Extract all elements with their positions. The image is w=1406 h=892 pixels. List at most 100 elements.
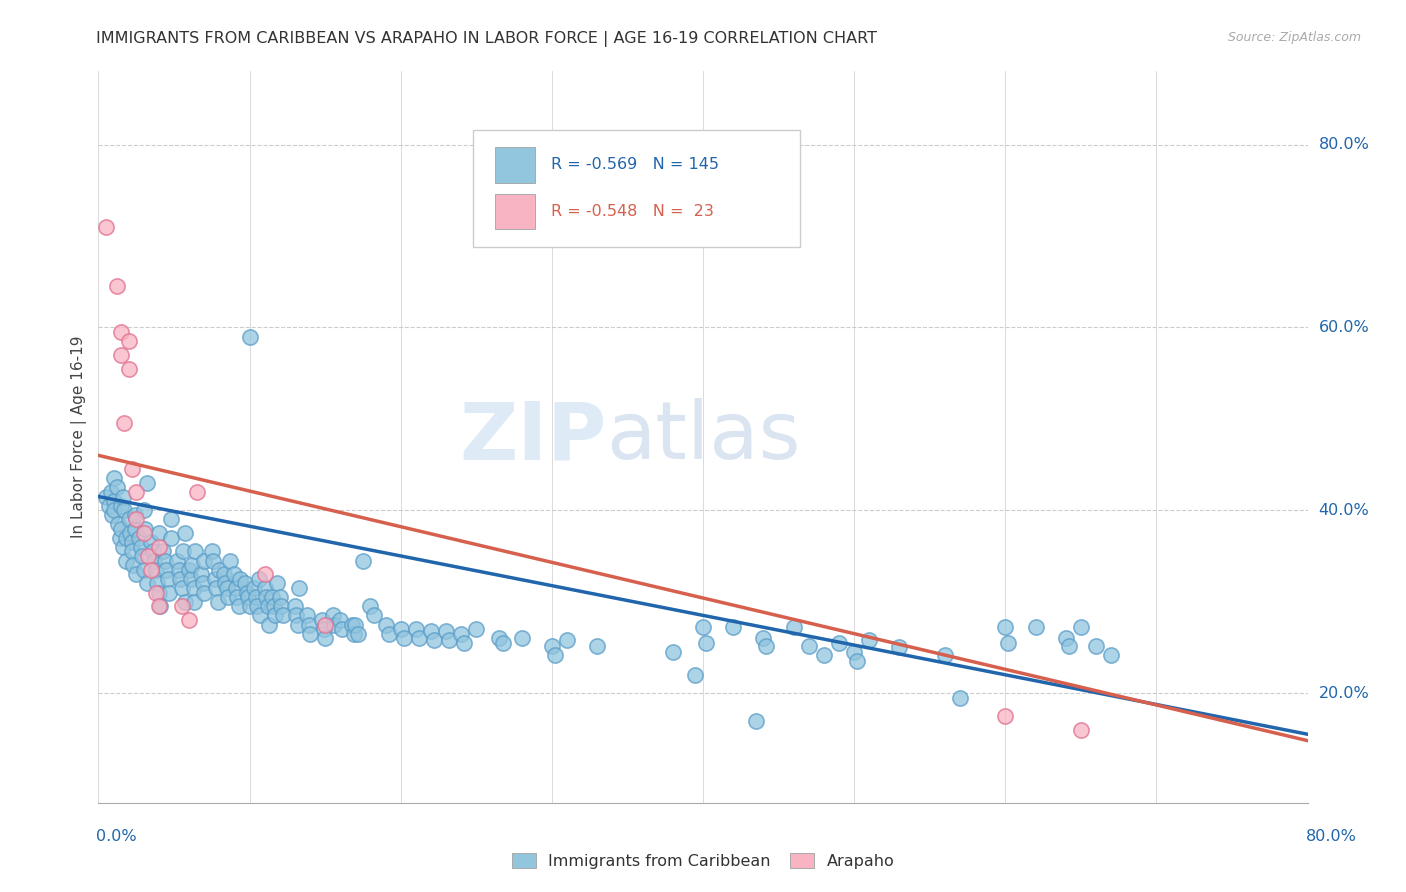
- Point: [112, 417, 135, 431]
- Point: [166, 553, 188, 567]
- Point: [450, 626, 472, 640]
- Point: [128, 531, 150, 545]
- Point: [269, 590, 291, 604]
- Point: [217, 590, 239, 604]
- Point: [103, 471, 125, 485]
- Point: [262, 590, 284, 604]
- FancyBboxPatch shape: [474, 130, 800, 247]
- Point: [156, 572, 179, 586]
- Point: [111, 490, 134, 504]
- Point: [297, 617, 319, 632]
- Point: [1099, 648, 1122, 662]
- Point: [148, 585, 170, 599]
- Point: [124, 508, 146, 522]
- Point: [186, 485, 208, 500]
- Point: [125, 567, 148, 582]
- Point: [191, 576, 214, 591]
- Point: [264, 608, 287, 623]
- Point: [155, 563, 177, 577]
- Point: [352, 553, 374, 567]
- Point: [374, 617, 396, 632]
- Point: [314, 632, 336, 646]
- Y-axis label: In Labor Force | Age 16-19: In Labor Force | Age 16-19: [72, 335, 87, 539]
- Point: [160, 531, 183, 545]
- Point: [121, 535, 143, 549]
- Point: [135, 475, 157, 490]
- Point: [257, 617, 280, 632]
- Point: [146, 576, 169, 591]
- Point: [228, 599, 250, 614]
- Point: [1054, 632, 1077, 646]
- Point: [253, 581, 276, 595]
- Point: [312, 622, 335, 636]
- Point: [105, 279, 128, 293]
- Text: 80.0%: 80.0%: [1319, 137, 1369, 152]
- Point: [124, 521, 146, 535]
- Point: [510, 632, 533, 646]
- Point: [389, 622, 412, 636]
- Text: ZIP: ZIP: [458, 398, 606, 476]
- Point: [246, 599, 269, 614]
- Point: [247, 572, 270, 586]
- Point: [540, 639, 562, 653]
- Point: [183, 594, 205, 608]
- Point: [167, 563, 190, 577]
- Point: [131, 549, 153, 563]
- Text: R = -0.548   N =  23: R = -0.548 N = 23: [551, 203, 713, 219]
- Point: [249, 608, 271, 623]
- Point: [661, 645, 683, 659]
- Point: [1070, 723, 1092, 737]
- Point: [160, 512, 183, 526]
- Point: [121, 462, 143, 476]
- Point: [111, 540, 134, 554]
- Point: [405, 622, 427, 636]
- Point: [179, 563, 201, 577]
- Point: [322, 608, 344, 623]
- Point: [783, 620, 806, 634]
- Point: [132, 563, 155, 577]
- Point: [148, 526, 170, 541]
- Point: [148, 599, 170, 614]
- Point: [125, 512, 148, 526]
- Point: [100, 485, 122, 500]
- Point: [695, 636, 717, 650]
- Point: [994, 620, 1017, 634]
- Point: [692, 620, 714, 634]
- Point: [555, 633, 578, 648]
- Point: [233, 576, 256, 591]
- Point: [159, 585, 181, 599]
- Point: [1024, 620, 1046, 634]
- Point: [586, 639, 609, 653]
- Point: [173, 594, 195, 608]
- Point: [103, 494, 125, 508]
- Point: [360, 599, 382, 614]
- Point: [94, 219, 117, 234]
- Point: [287, 617, 309, 632]
- Point: [142, 544, 165, 558]
- Text: 40.0%: 40.0%: [1319, 503, 1369, 517]
- Point: [254, 590, 277, 604]
- Point: [846, 654, 869, 668]
- Point: [323, 617, 346, 632]
- Point: [141, 535, 163, 549]
- Point: [193, 585, 215, 599]
- Point: [132, 526, 155, 541]
- Point: [492, 636, 515, 650]
- Point: [225, 581, 247, 595]
- Point: [488, 632, 510, 646]
- Point: [224, 567, 246, 582]
- Point: [344, 617, 367, 632]
- Point: [363, 608, 385, 623]
- Point: [205, 581, 228, 595]
- Text: 60.0%: 60.0%: [1319, 320, 1369, 334]
- Point: [208, 563, 231, 577]
- Point: [997, 636, 1019, 650]
- Text: Source: ZipAtlas.com: Source: ZipAtlas.com: [1227, 31, 1361, 45]
- Point: [107, 516, 129, 531]
- Text: 20.0%: 20.0%: [1319, 686, 1369, 700]
- Point: [229, 572, 252, 586]
- Point: [392, 632, 415, 646]
- Point: [299, 626, 322, 640]
- Point: [285, 608, 308, 623]
- Point: [121, 544, 143, 558]
